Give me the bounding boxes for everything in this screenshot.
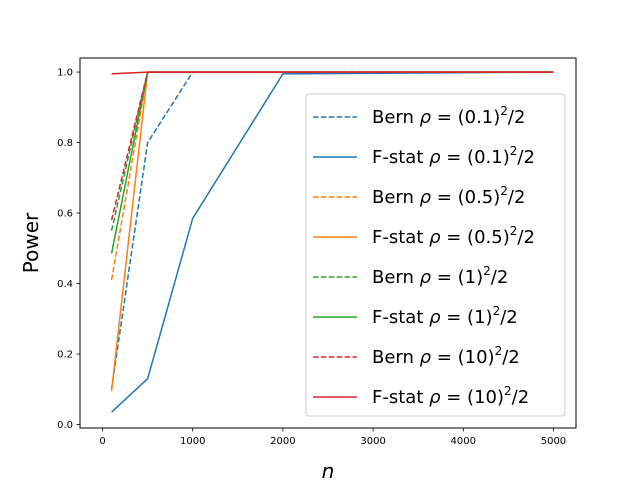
legend-entries: Bern ρ = (0.1)2/2 F-stat ρ = (0.1)2/2 Bern… xyxy=(313,104,535,408)
legend-label-1: F-stat ρ = (0.1)2/2 xyxy=(372,144,535,168)
legend: Bern ρ = (0.1)2/2 F-stat ρ = (0.1)2/2 Bern… xyxy=(305,93,566,417)
legend-label-4: Bern ρ = (1)2/2 xyxy=(372,264,508,288)
x-tick-label: 3000 xyxy=(360,436,385,447)
y-tick-label: 1.0 xyxy=(57,68,73,79)
x-tick-label: 0 xyxy=(99,436,105,447)
series-layer xyxy=(110,71,554,413)
y-tick-label: 0.4 xyxy=(57,279,73,290)
y-axis-ticks: 0.0 0.2 0.4 0.6 0.8 1.0 xyxy=(57,68,80,431)
legend-label-0: Bern ρ = (0.1)2/2 xyxy=(372,104,525,128)
legend-label-6: Bern ρ = (10)2/2 xyxy=(372,344,520,368)
y-tick-label: 0.6 xyxy=(57,209,73,220)
legend-label-5: F-stat ρ = (1)2/2 xyxy=(372,304,518,328)
y-tick-label: 0.8 xyxy=(57,138,73,149)
y-tick-label: 0.0 xyxy=(57,420,73,431)
x-axis-ticks: 0 1000 2000 3000 4000 5000 xyxy=(99,428,566,447)
y-axis-label: Power xyxy=(19,212,43,273)
x-tick-label: 5000 xyxy=(541,436,566,447)
series-line-1 xyxy=(111,71,554,413)
x-tick-label: 2000 xyxy=(270,436,295,447)
y-tick-label: 0.2 xyxy=(57,350,73,361)
plot-frame xyxy=(79,57,577,429)
legend-frame xyxy=(305,93,566,417)
x-axis-label: n xyxy=(322,459,335,480)
legend-label-3: F-stat ρ = (0.5)2/2 xyxy=(372,224,535,248)
series-line-7 xyxy=(111,71,554,75)
legend-label-2: Bern ρ = (0.5)2/2 xyxy=(372,184,525,208)
x-tick-label: 4000 xyxy=(451,436,476,447)
legend-label-7: F-stat ρ = (10)2/2 xyxy=(372,384,529,408)
x-tick-label: 1000 xyxy=(180,436,205,447)
